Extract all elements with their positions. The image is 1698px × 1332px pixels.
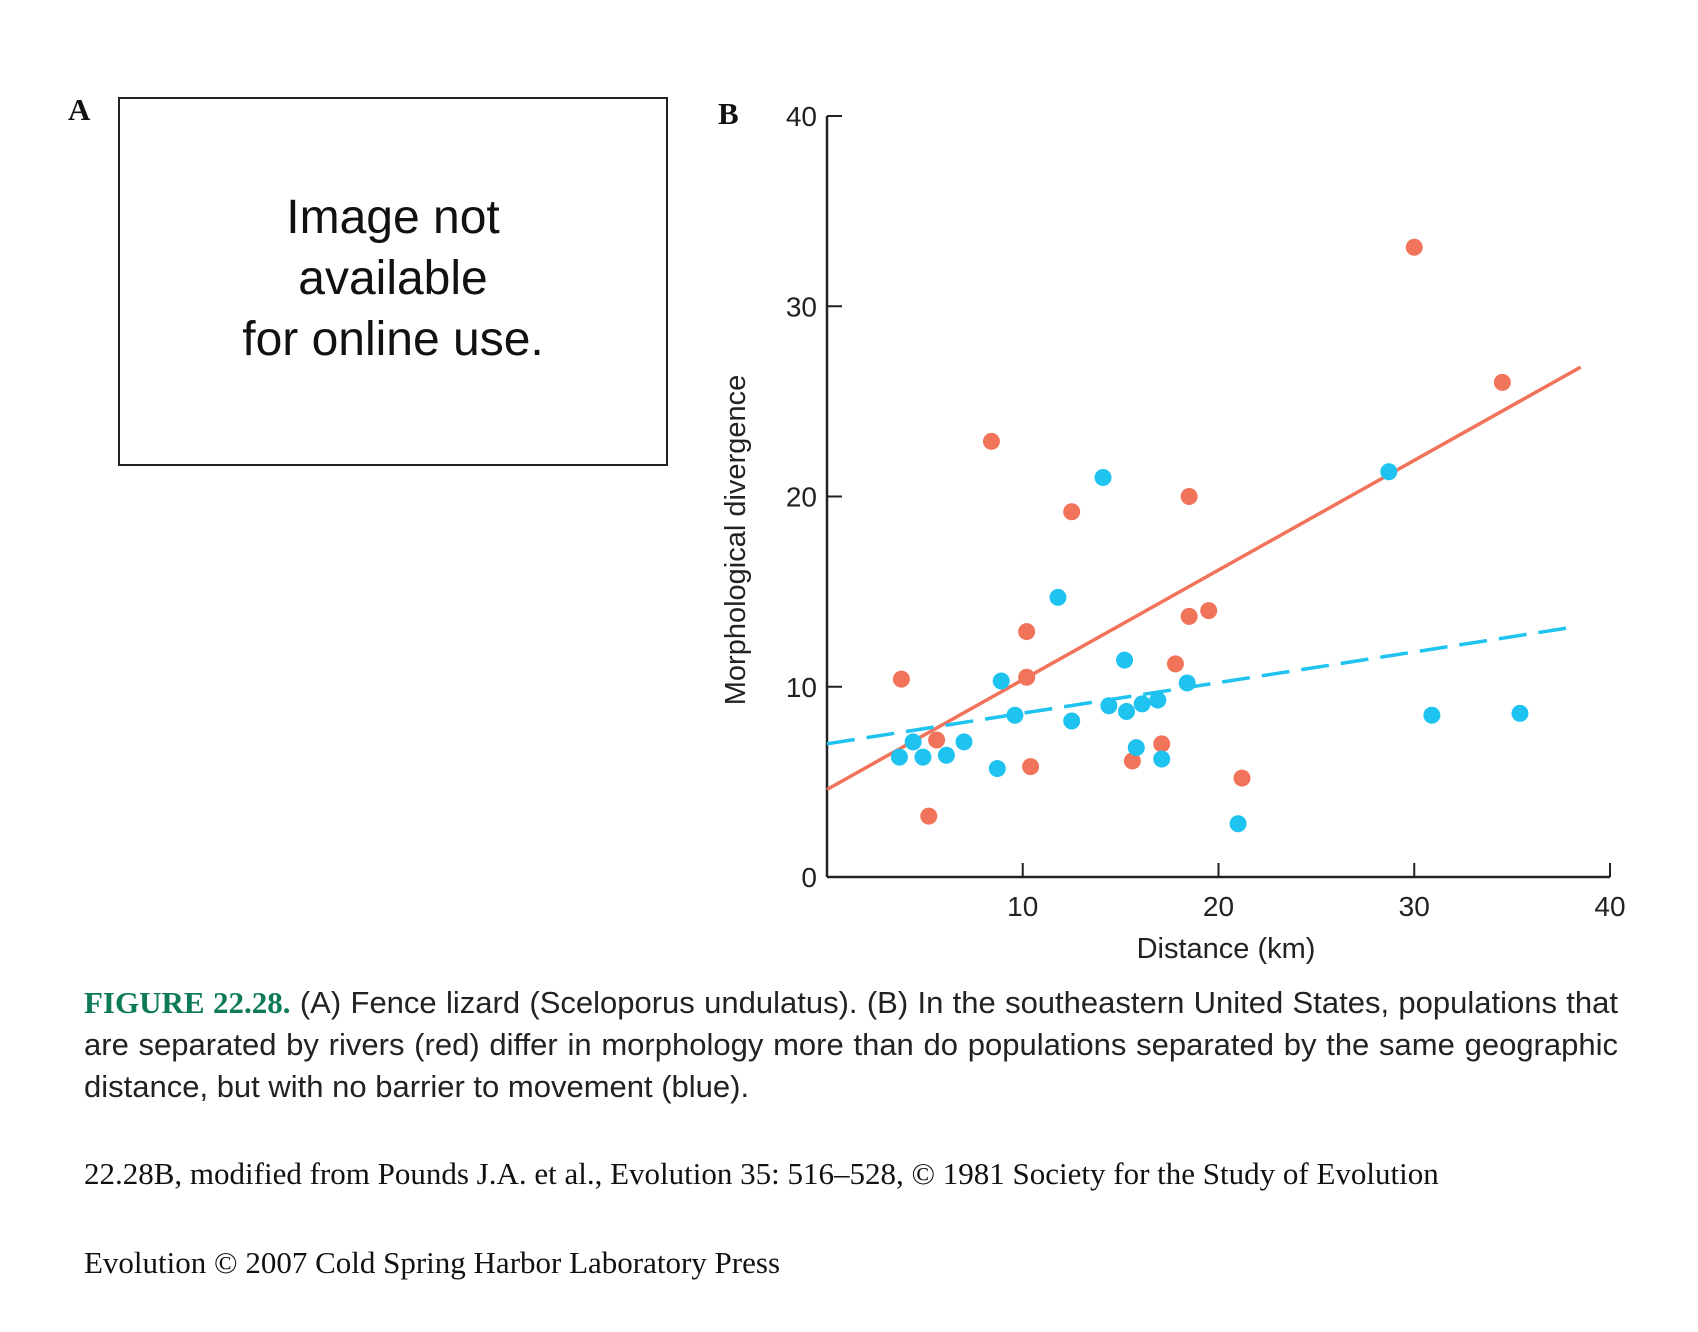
- x-axis-label: Distance (km): [1137, 933, 1316, 965]
- x-tick-label: 30: [1399, 891, 1430, 922]
- data-point-1: [1094, 468, 1112, 486]
- data-point-1: [1006, 706, 1024, 724]
- data-point-0: [1018, 623, 1036, 641]
- data-point-1: [992, 672, 1010, 690]
- data-point-0: [1200, 602, 1218, 620]
- data-point-0: [1405, 238, 1423, 256]
- panel-a-label: A: [68, 92, 91, 127]
- data-point-0: [1166, 655, 1184, 673]
- data-point-1: [1063, 712, 1081, 730]
- data-point-0: [1233, 769, 1251, 787]
- data-point-1: [1149, 691, 1167, 709]
- y-tick-label: 10: [786, 672, 817, 703]
- data-point-1: [1511, 704, 1529, 722]
- y-axis-label: Morphological divergence: [720, 375, 752, 705]
- data-point-1: [1100, 697, 1118, 715]
- data-point-1: [1117, 702, 1135, 720]
- data-point-0: [1018, 668, 1036, 686]
- image-placeholder-text: Image not available for online use.: [242, 191, 544, 366]
- x-tick-label: 20: [1203, 891, 1234, 922]
- data-point-1: [955, 733, 973, 751]
- x-tick-label: 40: [1594, 891, 1625, 922]
- data-point-1: [988, 760, 1006, 778]
- data-point-1: [890, 748, 908, 766]
- data-point-1: [1229, 815, 1247, 833]
- data-point-0: [1493, 373, 1511, 391]
- data-point-0: [1063, 503, 1081, 521]
- data-point-0: [1123, 752, 1141, 770]
- copyright-notice: Evolution © 2007 Cold Spring Harbor Labo…: [84, 1245, 781, 1280]
- data-point-0: [1180, 488, 1198, 505]
- data-point-0: [1022, 758, 1040, 776]
- data-point-0: [1153, 735, 1171, 753]
- data-point-1: [1049, 588, 1067, 606]
- data-point-1: [904, 733, 922, 751]
- trend-lines: [826, 365, 1582, 792]
- data-point-1: [914, 748, 932, 766]
- data-point-1: [937, 746, 955, 764]
- y-tick-label: 0: [801, 862, 817, 893]
- data-point-0: [1180, 607, 1198, 625]
- data-point-1: [1153, 750, 1171, 768]
- data-point-1: [1127, 739, 1145, 757]
- figure-number: FIGURE 22.28.: [84, 985, 291, 1020]
- data-point-0: [982, 432, 1000, 450]
- data-points: [890, 238, 1529, 833]
- trend-line-0: [826, 365, 1582, 792]
- y-tick-label: 20: [786, 482, 817, 513]
- scatter-chart: 0 10 20 30 40 10 20 30 40 Distance (km) Morpholo…: [720, 101, 1626, 965]
- figure-credit: 22.28B, modified from Pounds J.A. et al.…: [84, 1156, 1439, 1191]
- data-point-1: [1178, 674, 1196, 692]
- data-point-1: [1116, 651, 1134, 669]
- x-tick-label: 10: [1007, 891, 1038, 922]
- figure-caption: FIGURE 22.28. (A) Fence lizard (Scelopor…: [84, 982, 1618, 1108]
- image-placeholder: Image not available for online use.: [118, 97, 668, 466]
- trend-line-1: [826, 626, 1570, 746]
- data-point-0: [928, 731, 946, 749]
- y-tick-label: 40: [786, 101, 817, 132]
- panel-b-label: B: [718, 96, 739, 131]
- axes: 0 10 20 30 40 10 20 30 40: [786, 101, 1626, 922]
- data-point-0: [920, 807, 938, 825]
- data-point-1: [1380, 463, 1398, 481]
- data-point-0: [892, 670, 910, 688]
- data-point-1: [1133, 695, 1151, 713]
- data-point-1: [1423, 706, 1441, 724]
- caption-text: (A) Fence lizard (Sceloporus undulatus).…: [84, 985, 1618, 1104]
- y-tick-label: 30: [786, 291, 817, 322]
